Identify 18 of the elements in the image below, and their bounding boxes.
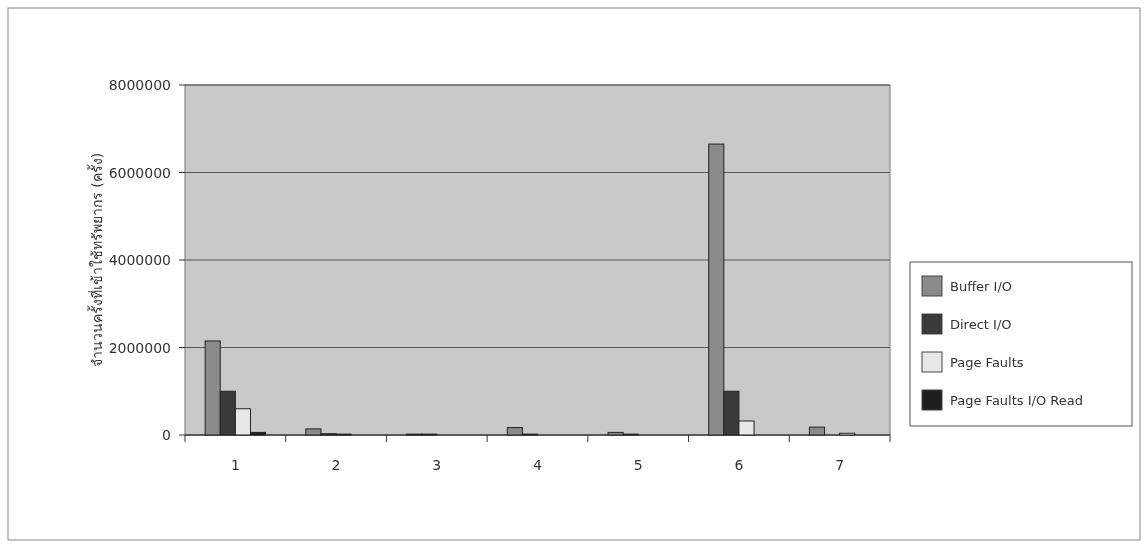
legend-label: Page Faults I/O Read xyxy=(950,393,1083,408)
x-tick-label: 1 xyxy=(230,457,240,473)
y-tick-label: 6000000 xyxy=(108,164,171,181)
x-tick-label: 2 xyxy=(331,457,341,473)
x-tick-label: 3 xyxy=(432,457,442,473)
y-tick-label: 2000000 xyxy=(108,339,171,356)
legend-label: Buffer I/O xyxy=(950,279,1013,294)
legend-label: Direct I/O xyxy=(950,317,1012,332)
y-tick-label: 8000000 xyxy=(108,77,171,93)
x-tick-label: 4 xyxy=(533,457,543,473)
y-axis-title: จำนวนครั้งที่เข้าใช้ทรัพยากร (ครั้ง) xyxy=(87,152,105,368)
x-tick-label: 7 xyxy=(835,457,845,473)
bar xyxy=(808,426,826,436)
x-tick-label: 5 xyxy=(633,457,643,473)
legend-label: Page Faults xyxy=(950,355,1024,370)
y-tick-label: 0 xyxy=(162,427,171,443)
y-tick-label: 4000000 xyxy=(108,252,171,268)
x-tick-label: 6 xyxy=(734,457,744,473)
